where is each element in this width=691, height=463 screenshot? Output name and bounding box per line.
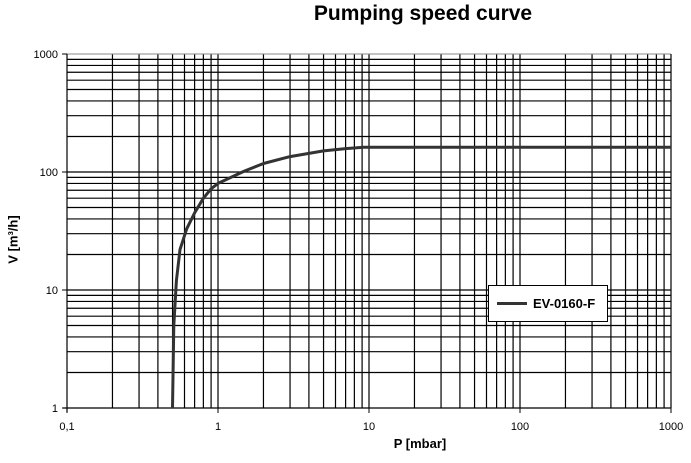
legend: EV-0160-F: [488, 285, 608, 322]
y-tick-label: 1: [52, 403, 58, 415]
series-line-ev-0160-f: [171, 145, 671, 409]
legend-label: EV-0160-F: [533, 296, 596, 311]
chart-title: Pumping speed curve: [313, 2, 533, 25]
x-axis-label: P [mbar]: [393, 436, 447, 451]
y-axis-label: V [m³/h]: [5, 215, 21, 264]
y-tick-label: 10: [46, 285, 58, 297]
legend-swatch: [497, 302, 527, 305]
x-tick-label: 0,1: [59, 421, 74, 433]
x-tick-label: 1: [215, 421, 221, 433]
x-tick-label: 10: [363, 421, 375, 433]
x-tick-label: 100: [511, 421, 529, 433]
y-tick-label: 100: [40, 167, 58, 179]
x-tick-label: 1000: [659, 421, 683, 433]
y-tick-label: 1000: [34, 49, 58, 61]
